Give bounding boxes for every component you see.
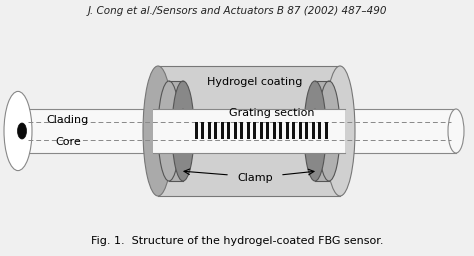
- Bar: [280, 122, 283, 139]
- Ellipse shape: [143, 66, 173, 196]
- Ellipse shape: [172, 81, 194, 181]
- Bar: [306, 122, 308, 139]
- Text: Grating section: Grating section: [229, 108, 315, 118]
- Bar: [158, 66, 340, 196]
- Ellipse shape: [178, 109, 188, 153]
- Bar: [221, 122, 224, 139]
- Bar: [292, 122, 295, 139]
- Text: Core: Core: [55, 137, 81, 147]
- Bar: [266, 122, 269, 139]
- Bar: [195, 122, 198, 139]
- Ellipse shape: [9, 102, 27, 159]
- Bar: [201, 122, 204, 139]
- Bar: [18, 109, 456, 153]
- Ellipse shape: [164, 109, 174, 153]
- Bar: [247, 122, 250, 139]
- Bar: [169, 81, 183, 181]
- Ellipse shape: [158, 81, 180, 181]
- Bar: [299, 122, 302, 139]
- Ellipse shape: [448, 109, 464, 153]
- Bar: [315, 81, 329, 181]
- Text: J. Cong et al./Sensors and Actuators B 87 (2002) 487–490: J. Cong et al./Sensors and Actuators B 8…: [87, 6, 387, 16]
- Bar: [234, 122, 237, 139]
- Bar: [325, 122, 328, 139]
- Ellipse shape: [324, 109, 334, 153]
- Bar: [208, 122, 211, 139]
- Text: Hydrogel coating: Hydrogel coating: [207, 77, 303, 87]
- Ellipse shape: [310, 109, 320, 153]
- Ellipse shape: [18, 123, 27, 139]
- Ellipse shape: [318, 81, 340, 181]
- Text: Clamp: Clamp: [237, 173, 273, 183]
- Bar: [312, 122, 315, 139]
- Bar: [286, 122, 289, 139]
- Bar: [254, 122, 256, 139]
- Text: Clading: Clading: [47, 115, 89, 125]
- Bar: [240, 122, 243, 139]
- Bar: [228, 122, 230, 139]
- Bar: [319, 122, 321, 139]
- Ellipse shape: [325, 66, 355, 196]
- Bar: [153, 109, 345, 153]
- Bar: [215, 122, 217, 139]
- Bar: [273, 122, 276, 139]
- Ellipse shape: [304, 81, 326, 181]
- Text: Fig. 1.  Structure of the hydrogel-coated FBG sensor.: Fig. 1. Structure of the hydrogel-coated…: [91, 236, 383, 246]
- Bar: [260, 122, 263, 139]
- Ellipse shape: [4, 91, 32, 170]
